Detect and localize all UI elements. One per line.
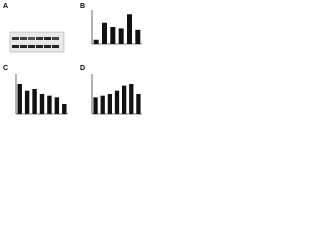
bar [17,84,22,114]
bar [24,90,30,114]
panel-label: C [3,65,8,72]
western-blot [9,31,65,53]
bar [114,90,120,114]
bar [102,22,107,44]
bar [107,94,112,114]
bar [93,39,99,44]
bar [93,97,98,114]
bar [39,94,45,114]
bar [129,84,134,114]
bar [118,28,124,44]
bar [110,27,116,44]
panel-label: A [3,3,8,10]
bar [100,95,105,114]
panel-label: B [80,3,85,10]
bar [47,95,52,114]
bar [54,97,60,114]
panel-label: D [80,65,85,72]
bar [122,85,127,114]
bar [32,89,37,114]
bar [136,94,141,114]
bar [62,104,67,114]
figure: A B C D [3,3,142,115]
bar [127,14,132,44]
bar [135,29,141,44]
